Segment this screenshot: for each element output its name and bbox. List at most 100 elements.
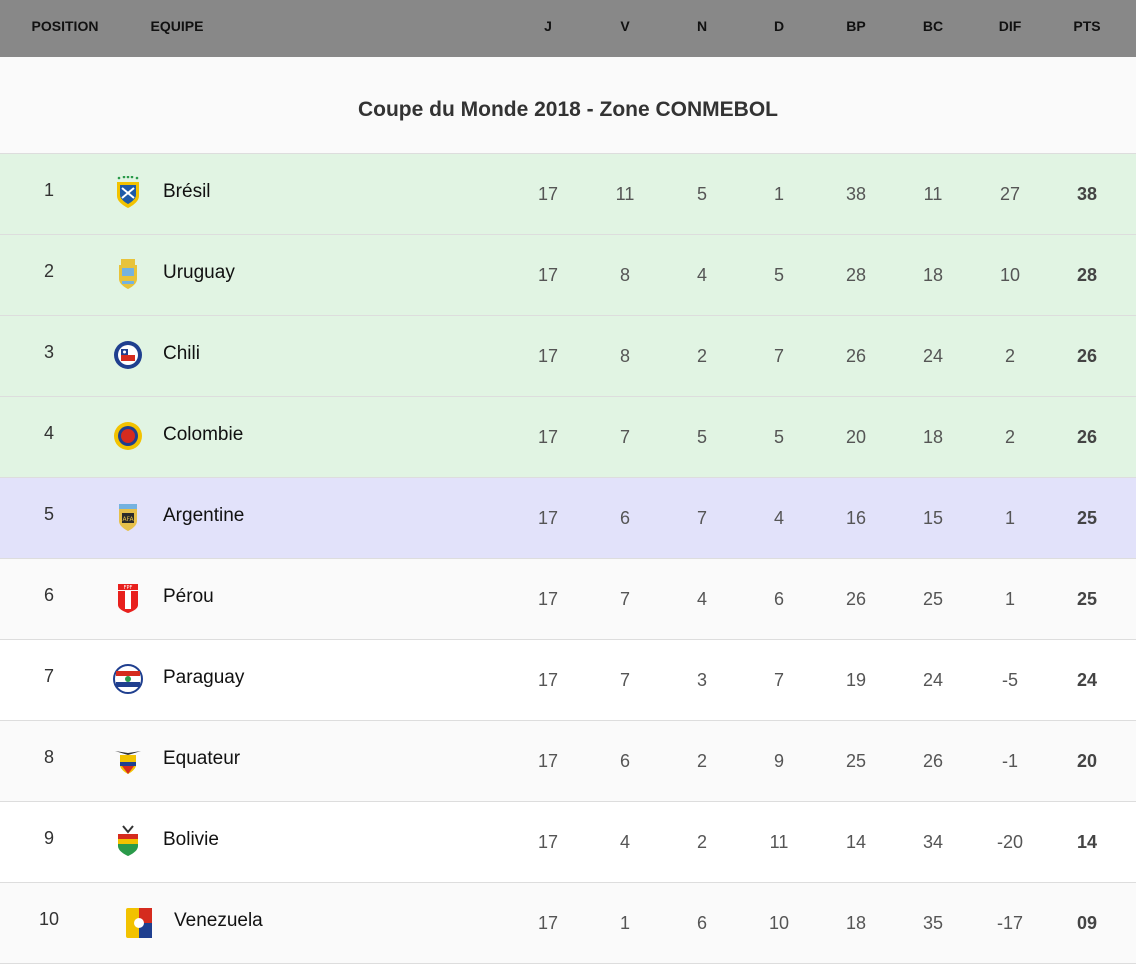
- column-header-dif[interactable]: DIF: [998, 18, 1022, 34]
- cell-d: 7: [773, 346, 785, 366]
- cell-dif: -17: [996, 913, 1024, 933]
- cell-n: 2: [696, 832, 708, 852]
- cell-bp: 38: [845, 184, 867, 204]
- table-row[interactable]: 4 Colombie 17 7 5 5 20 18 2 26: [0, 397, 1136, 478]
- team-name[interactable]: Equateur: [163, 748, 241, 769]
- table-row[interactable]: 5 AFA Argentine 17 6 7 4 16 15 1 25: [0, 478, 1136, 559]
- cell-dif: 2: [1004, 427, 1016, 447]
- team-name[interactable]: Pérou: [163, 586, 214, 607]
- cell-v: 7: [619, 670, 631, 690]
- cell-j: 17: [537, 913, 559, 933]
- cell-bc: 34: [922, 832, 944, 852]
- argentina-crest-icon: AFA: [119, 504, 137, 531]
- cell-n: 7: [696, 508, 708, 528]
- team-name[interactable]: Brésil: [163, 181, 211, 202]
- cell-j: 17: [537, 589, 559, 609]
- column-header-pts[interactable]: PTS: [1073, 18, 1101, 34]
- team-name[interactable]: Argentine: [163, 505, 245, 526]
- cell-bp: 16: [845, 508, 867, 528]
- brazil-crest-icon: [117, 176, 139, 208]
- cell-v: 6: [619, 508, 631, 528]
- peru-crest-icon: FPF: [118, 584, 138, 613]
- cell-n: 3: [696, 670, 708, 690]
- cell-bc: 15: [922, 508, 944, 528]
- cell-pts: 26: [1076, 346, 1098, 366]
- cell-bc: 18: [922, 265, 944, 285]
- cell-pts: 24: [1076, 670, 1098, 690]
- cell-pts: 28: [1076, 265, 1098, 285]
- position: 1: [43, 180, 55, 200]
- column-header-v[interactable]: V: [620, 18, 630, 34]
- column-header-equipe[interactable]: EQUIPE: [150, 18, 204, 34]
- cell-j: 17: [537, 427, 559, 447]
- cell-j: 17: [537, 670, 559, 690]
- cell-pts: 25: [1076, 508, 1098, 528]
- cell-v: 11: [615, 184, 635, 204]
- cell-pts: 09: [1076, 913, 1098, 933]
- cell-dif: 27: [999, 184, 1021, 204]
- cell-d: 5: [773, 427, 785, 447]
- team-name[interactable]: Paraguay: [163, 667, 245, 688]
- cell-bp: 18: [845, 913, 867, 933]
- position: 6: [43, 585, 55, 605]
- cell-bc: 24: [922, 346, 944, 366]
- cell-v: 8: [619, 346, 631, 366]
- cell-bp: 25: [845, 751, 867, 771]
- table-row[interactable]: 2 Uruguay 17 8 4 5 28 18 10 28: [0, 235, 1136, 316]
- cell-j: 17: [537, 265, 559, 285]
- cell-bp: 26: [845, 346, 867, 366]
- cell-dif: 1: [1004, 508, 1016, 528]
- table-title: Coupe du Monde 2018 - Zone CONMEBOL: [0, 57, 1136, 154]
- cell-n: 5: [696, 427, 708, 447]
- column-header-bc[interactable]: BC: [922, 18, 944, 34]
- table-row[interactable]: 3 Chili 17 8 2 7 26 24 2 26: [0, 316, 1136, 397]
- cell-d: 4: [773, 508, 785, 528]
- column-header-j[interactable]: J: [544, 18, 552, 34]
- cell-bp: 14: [845, 832, 867, 852]
- team-name[interactable]: Colombie: [163, 424, 244, 445]
- cell-n: 6: [696, 913, 708, 933]
- table-row[interactable]: 10 Venezuela 17 1 6 10 18 35 -17 09: [0, 883, 1136, 964]
- position: 4: [43, 423, 55, 443]
- team-name[interactable]: Venezuela: [174, 910, 263, 931]
- position: 10: [38, 909, 60, 929]
- paraguay-crest-icon: [113, 664, 143, 694]
- cell-d: 1: [773, 184, 785, 204]
- table-row[interactable]: 9 Bolivie 17 4 2 11 14 34 -20 14: [0, 802, 1136, 883]
- position: 3: [43, 342, 55, 362]
- cell-d: 6: [773, 589, 785, 609]
- cell-j: 17: [537, 751, 559, 771]
- svg-text:FPF: FPF: [124, 585, 133, 591]
- column-header-d[interactable]: D: [773, 18, 785, 34]
- position: 8: [43, 747, 55, 767]
- cell-v: 7: [619, 589, 631, 609]
- cell-dif: 10: [999, 265, 1021, 285]
- cell-j: 17: [537, 508, 559, 528]
- cell-dif: -20: [996, 832, 1024, 852]
- cell-bp: 26: [845, 589, 867, 609]
- chile-crest-icon: [114, 341, 142, 369]
- table-row[interactable]: 7 Paraguay 17 7 3 7 19 24 -5 24: [0, 640, 1136, 721]
- cell-j: 17: [537, 832, 559, 852]
- column-header-n[interactable]: N: [696, 18, 708, 34]
- table-row[interactable]: 1 Brésil 17 11 5 1 38 11 27 38: [0, 154, 1136, 235]
- team-name[interactable]: Bolivie: [163, 829, 219, 850]
- position: 9: [43, 828, 55, 848]
- cell-d: 5: [773, 265, 785, 285]
- cell-n: 2: [696, 346, 708, 366]
- table-row[interactable]: 6 FPF Pérou 17 7 4 6 26 25 1 25: [0, 559, 1136, 640]
- team-name[interactable]: Chili: [163, 343, 200, 364]
- table-row[interactable]: 8 Equateur 17 6 2 9 25 26 -1 20: [0, 721, 1136, 802]
- cell-n: 2: [696, 751, 708, 771]
- cell-pts: 26: [1076, 427, 1098, 447]
- cell-v: 8: [619, 265, 631, 285]
- team-name[interactable]: Uruguay: [163, 262, 235, 283]
- column-header-position[interactable]: POSITION: [31, 18, 99, 34]
- cell-n: 5: [696, 184, 708, 204]
- ecuador-crest-icon: [115, 751, 141, 774]
- cell-j: 17: [537, 346, 559, 366]
- cell-dif: -5: [1001, 670, 1019, 690]
- column-header-bp[interactable]: BP: [846, 18, 866, 34]
- bolivia-crest-icon: [118, 825, 138, 856]
- cell-d: 7: [773, 670, 785, 690]
